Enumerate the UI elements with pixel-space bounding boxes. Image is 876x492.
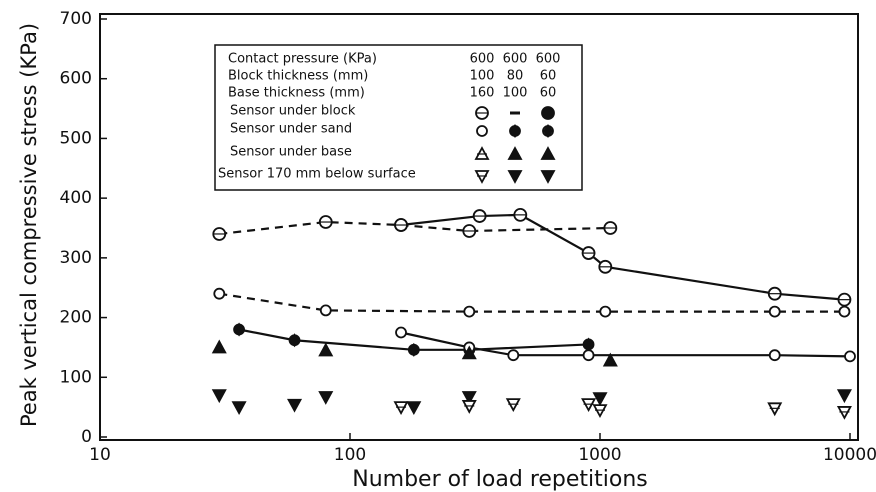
legend-box xyxy=(214,44,583,191)
y-tick-label: 0 xyxy=(81,427,92,447)
series-line xyxy=(400,331,851,358)
data-point xyxy=(768,349,781,362)
data-point xyxy=(838,305,851,318)
data-point xyxy=(319,304,332,317)
legend-marker xyxy=(541,106,555,120)
legend-label: Sensor under base xyxy=(230,145,352,160)
data-point xyxy=(461,391,477,405)
legend-marker xyxy=(540,146,556,160)
data-point xyxy=(463,305,476,318)
legend-value: 60 xyxy=(540,69,557,84)
legend-marker xyxy=(540,170,556,184)
data-point xyxy=(318,342,334,357)
legend-marker-diamond xyxy=(510,124,520,138)
legend-label: Sensor under block xyxy=(230,104,356,119)
legend-label: Base thickness (mm) xyxy=(228,86,365,101)
legend-value: 600 xyxy=(470,52,495,67)
data-point xyxy=(461,345,477,360)
data-point xyxy=(213,287,226,300)
data-point xyxy=(836,389,852,404)
y-axis-label: Peak vertical compressive stress (KPa) xyxy=(17,23,41,427)
legend-label: Block thickness (mm) xyxy=(228,69,368,84)
data-point xyxy=(768,305,781,318)
legend-label: Contact pressure (KPa) xyxy=(228,52,377,67)
plot-frame xyxy=(99,13,859,441)
y-tick-label: 200 xyxy=(60,308,92,328)
legend-marker xyxy=(507,146,523,160)
x-tick-label: 1000 xyxy=(578,445,621,465)
legend-value: 160 xyxy=(470,86,495,101)
data-point xyxy=(599,305,612,318)
data-point xyxy=(211,339,227,354)
y-tick-label: 500 xyxy=(60,128,92,148)
legend-value: 80 xyxy=(507,69,524,84)
legend-value: 100 xyxy=(470,69,495,84)
x-tick-label: 10000 xyxy=(823,445,876,465)
y-tick-label: 100 xyxy=(60,367,92,387)
data-point xyxy=(592,392,608,407)
y-tick-label: 400 xyxy=(60,188,92,208)
x-tick-label: 100 xyxy=(334,445,366,465)
data-point-diamond xyxy=(408,342,419,357)
legend-label: Sensor 170 mm below surface xyxy=(218,167,416,182)
data-point-diamond xyxy=(583,337,594,352)
data-point xyxy=(582,349,595,362)
legend-value: 600 xyxy=(536,52,561,67)
legend-marker-diamond xyxy=(543,124,553,138)
data-point xyxy=(395,326,407,339)
legend-marker xyxy=(476,125,488,137)
data-point-diamond xyxy=(234,322,245,337)
x-axis-label: Number of load repetitions xyxy=(352,467,648,492)
y-tick-label: 300 xyxy=(60,248,92,268)
x-tick-label: 10 xyxy=(89,445,111,465)
data-point xyxy=(844,350,856,363)
data-point xyxy=(231,401,247,416)
legend-marker xyxy=(507,170,523,184)
y-tick-label: 700 xyxy=(60,9,92,29)
data-point xyxy=(406,401,422,416)
data-point xyxy=(287,398,303,413)
legend-value: 600 xyxy=(503,52,528,67)
data-point xyxy=(602,352,618,367)
y-tick-label: 600 xyxy=(60,69,92,89)
legend-value: 60 xyxy=(540,86,557,101)
data-point xyxy=(211,389,227,404)
data-point-diamond xyxy=(289,333,300,348)
legend-label: Sensor under sand xyxy=(230,122,352,137)
data-point xyxy=(507,349,520,362)
series-line xyxy=(219,292,845,313)
legend-value: 100 xyxy=(503,86,528,101)
data-point xyxy=(318,391,334,405)
